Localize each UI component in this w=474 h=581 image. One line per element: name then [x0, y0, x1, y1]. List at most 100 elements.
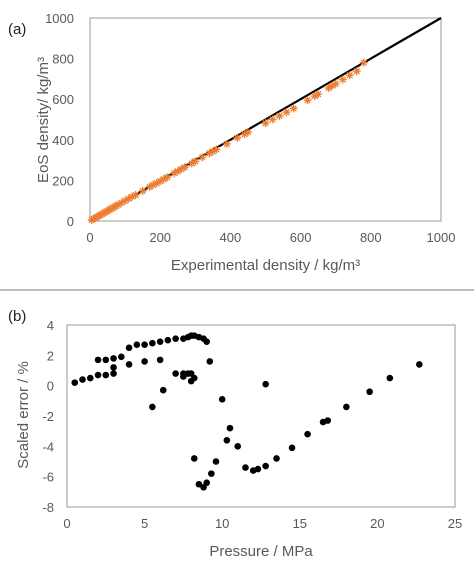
data-point [138, 186, 147, 195]
data-point [164, 336, 172, 344]
y-tick-label: 400 [52, 133, 74, 148]
data-point [343, 403, 350, 411]
data-point [338, 75, 347, 84]
data-point [110, 355, 117, 362]
data-point [118, 353, 125, 361]
data-point [303, 96, 312, 105]
data-point [262, 380, 269, 388]
data-point [121, 196, 130, 205]
data-point [386, 374, 394, 382]
data-point [163, 173, 172, 182]
data-point [234, 443, 242, 450]
y-axis-label: EoS density/ kg/m³ [35, 57, 52, 183]
data-point [141, 341, 148, 349]
data-point [352, 67, 361, 76]
data-point [141, 358, 148, 365]
data-point [226, 424, 234, 432]
x-tick-label: 400 [220, 230, 242, 245]
data-point [131, 191, 140, 200]
data-point [223, 436, 231, 444]
data-point [149, 339, 156, 347]
x-tick-label: 0 [63, 516, 70, 531]
data-point [208, 470, 215, 477]
data-point [212, 145, 221, 154]
data-point [331, 79, 340, 88]
data-point [359, 58, 368, 67]
x-axis-label: Pressure / MPa [209, 543, 313, 560]
data-point [275, 111, 284, 120]
data-point [268, 115, 277, 124]
data-point [261, 119, 270, 128]
data-point [172, 335, 179, 342]
y-tick-label: 800 [52, 52, 74, 67]
data-point [242, 464, 249, 471]
data-point [203, 479, 210, 487]
data-point [289, 104, 298, 113]
data-point [180, 373, 187, 380]
plot-frame [89, 17, 442, 222]
data-point [79, 376, 86, 383]
data-point [222, 139, 231, 148]
data-point [187, 377, 195, 385]
data-point [172, 370, 179, 377]
data-point [243, 128, 252, 137]
data-point [212, 458, 220, 465]
data-point [191, 157, 200, 166]
data-point [282, 108, 291, 117]
data-point [86, 374, 94, 382]
data-point [416, 361, 423, 368]
data-point [156, 338, 164, 345]
y-tick-label: -6 [42, 470, 54, 485]
data-point [198, 153, 207, 162]
x-tick-label: 800 [360, 230, 382, 245]
data-point [102, 371, 110, 379]
data-point [180, 163, 189, 172]
data-point [206, 358, 214, 365]
y-tick-label: 4 [47, 318, 54, 333]
data-point [262, 462, 269, 470]
chart-b: 0 5 10 15 20 25 -8 -6 -4 -2 0 2 4 Pressure / MPa Scale… [8, 308, 462, 560]
data-point [133, 341, 141, 349]
y-tick-label: 2 [47, 348, 54, 363]
x-tick-label: 5 [141, 516, 148, 531]
data-point [195, 480, 203, 488]
x-tick-label: 15 [293, 516, 307, 531]
data-point [203, 338, 210, 345]
data-point [149, 403, 156, 411]
y-axis-label: Scaled error / % [15, 361, 32, 469]
data-point [159, 386, 167, 394]
y-tick-label: -8 [42, 500, 54, 515]
plot-frame [66, 324, 456, 508]
x-tick-label: 20 [370, 516, 384, 531]
data-point [273, 455, 280, 462]
x-tick-label: 25 [448, 516, 462, 531]
y-tick-label: 600 [52, 92, 74, 107]
data-point [110, 364, 117, 371]
data-point [254, 465, 262, 473]
data-point [324, 417, 332, 424]
data-point [288, 444, 296, 452]
y-tick-label: 1000 [45, 11, 74, 26]
panel-label: (a) [8, 21, 26, 38]
y-tick-label: -4 [42, 439, 54, 454]
data-point [304, 430, 311, 438]
data-point [366, 388, 373, 396]
panel-divider [0, 289, 474, 291]
data-point [94, 356, 102, 364]
data-point [102, 356, 110, 364]
y-tick-label: 200 [52, 173, 74, 188]
y-tick-label: 0 [47, 379, 54, 394]
data-point [233, 133, 242, 142]
data-point [218, 396, 226, 403]
data-point [71, 379, 79, 386]
x-tick-label: 200 [149, 230, 171, 245]
x-tick-label: 600 [290, 230, 312, 245]
panel-label: (b) [8, 308, 26, 325]
x-tick-label: 1000 [427, 230, 456, 245]
data-point [345, 71, 354, 80]
x-tick-label: 0 [86, 230, 93, 245]
data-point [110, 370, 117, 377]
y-tick-label: 0 [67, 214, 74, 229]
x-tick-label: 10 [215, 516, 229, 531]
